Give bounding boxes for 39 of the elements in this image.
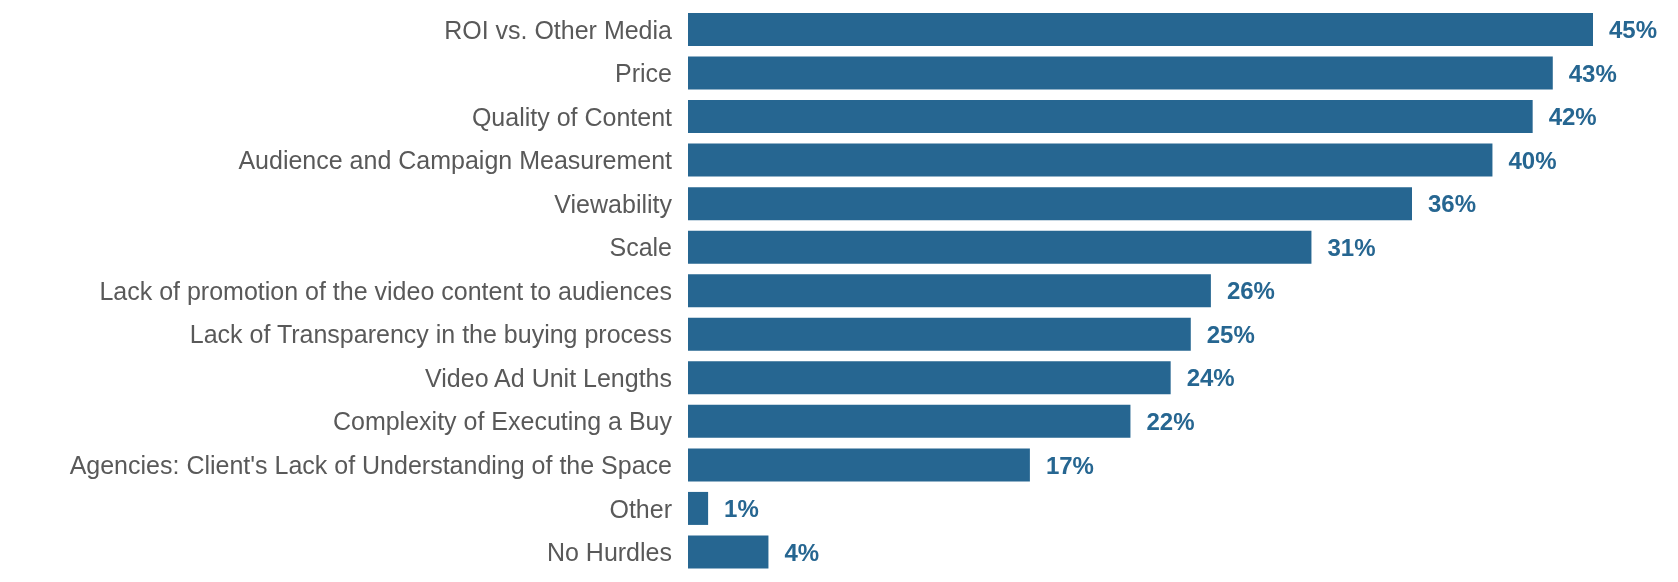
- data-label: 1%: [724, 495, 759, 523]
- bar: [688, 143, 1493, 177]
- bar: [688, 491, 709, 525]
- data-label: 25%: [1206, 320, 1255, 348]
- y-tick-label: Agencies: Client's Lack of Understanding of the Space: [69, 451, 672, 480]
- bar: [688, 361, 1171, 395]
- data-label: 22%: [1146, 407, 1195, 435]
- bar: [688, 404, 1131, 438]
- y-tick-label: Complexity of Executing a Buy: [332, 407, 673, 436]
- y-tick-label: Video Ad Unit Lengths: [425, 363, 672, 392]
- y-tick-label: No Hurdles: [546, 538, 672, 567]
- bar: [688, 230, 1312, 264]
- bar: [688, 13, 1593, 46]
- bar: [688, 317, 1191, 351]
- data-label: 40%: [1508, 146, 1557, 174]
- data-label: 43%: [1568, 59, 1617, 87]
- y-tick-label: Price: [615, 59, 672, 88]
- y-tick-label: Lack of Transparency in the buying process: [189, 320, 672, 349]
- y-tick-label: Scale: [609, 233, 672, 262]
- data-label: 45%: [1609, 16, 1658, 44]
- y-tick-label: Other: [609, 494, 672, 523]
- data-label: 31%: [1327, 233, 1376, 261]
- data-label: 42%: [1548, 103, 1597, 131]
- y-tick-label: Viewability: [554, 189, 673, 218]
- data-label: 17%: [1045, 451, 1094, 479]
- data-label: 24%: [1186, 364, 1235, 392]
- y-tick-label: Audience and Campaign Measurement: [238, 146, 673, 175]
- data-label: 4%: [784, 538, 820, 566]
- y-tick-label: Lack of promotion of the video content to audiences: [99, 276, 672, 305]
- y-tick-label: ROI vs. Other Media: [444, 15, 673, 44]
- bar: [688, 448, 1030, 482]
- data-label: 36%: [1428, 190, 1477, 218]
- data-label: 26%: [1226, 277, 1275, 305]
- bar: [688, 535, 769, 569]
- bar: [688, 187, 1412, 221]
- bar: [688, 274, 1211, 308]
- bar: [688, 100, 1533, 134]
- y-tick-label: Quality of Content: [471, 102, 673, 131]
- bar: [688, 56, 1553, 90]
